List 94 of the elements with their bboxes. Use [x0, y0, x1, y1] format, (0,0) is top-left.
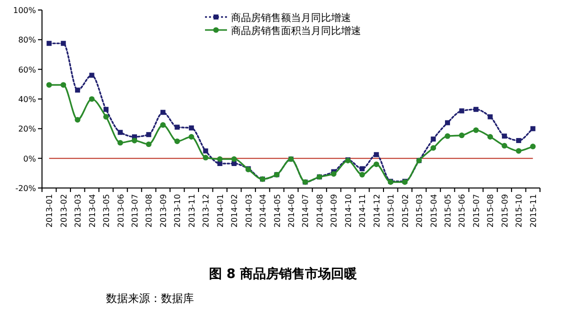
point — [487, 134, 493, 140]
point — [174, 124, 180, 130]
point — [103, 114, 109, 120]
point — [516, 138, 522, 144]
x-tick-label: 2015-09 — [500, 194, 510, 228]
point — [488, 114, 493, 120]
point — [374, 152, 379, 158]
point — [217, 161, 222, 166]
y-tick-label: 100% — [13, 6, 36, 15]
x-tick-label: 2015-06 — [458, 194, 467, 228]
point — [75, 88, 80, 93]
point — [530, 144, 536, 150]
legend-label: 商品房销售面积当月同比增速 — [231, 25, 361, 37]
x-tick-label: 2014-07 — [301, 194, 310, 228]
y-tick-label: 60% — [18, 65, 36, 74]
x-tick-label: 2015-02 — [400, 194, 410, 228]
x-tick-label: 2013-07 — [130, 194, 140, 228]
x-tick-label: 2014-03 — [244, 194, 254, 228]
x-tick-label: 2014-05 — [272, 194, 282, 228]
point — [89, 72, 94, 78]
point — [502, 134, 507, 139]
point — [160, 122, 166, 128]
point — [359, 172, 365, 178]
x-tick-label: 2013-02 — [59, 194, 68, 228]
x-tick-label: 2015-11 — [528, 194, 538, 228]
point — [445, 120, 450, 126]
point — [60, 40, 66, 46]
x-tick-label: 2013-06 — [116, 194, 126, 228]
x-tick-label: 2013-10 — [173, 194, 182, 228]
legend-label: 商品房销售额当月同比增速 — [231, 12, 351, 24]
point — [502, 142, 508, 149]
point — [360, 166, 365, 172]
x-tick-label: 2014-12 — [372, 194, 382, 228]
point — [160, 110, 166, 115]
point — [188, 134, 194, 140]
x-tick-label: 2015-07 — [472, 194, 481, 228]
x-tick-label: 2013-03 — [74, 194, 83, 228]
y-tick-label: 80% — [18, 36, 36, 45]
x-tick-label: 2014-01 — [216, 194, 225, 228]
y-tick-label: 40% — [18, 95, 36, 104]
point — [374, 161, 380, 168]
x-tick-label: 2013-04 — [88, 194, 97, 228]
point — [473, 106, 478, 112]
x-tick-label: 2014-09 — [330, 194, 339, 228]
x-tick-label: 2013-11 — [187, 194, 196, 228]
point — [89, 96, 95, 102]
y-tick-label: -20% — [15, 184, 36, 193]
point — [174, 138, 180, 144]
x-tick-label: 2014-04 — [258, 194, 268, 228]
x-tick-label: 2014-11 — [358, 194, 368, 228]
x-tick-label: 2013-12 — [202, 194, 211, 228]
x-tick-label: 2013-09 — [158, 194, 168, 228]
point — [60, 82, 66, 88]
x-tick-label: 2013-01 — [45, 194, 54, 228]
point — [430, 136, 436, 142]
y-tick-label: 0% — [23, 154, 36, 164]
x-tick-label: 2015-01 — [386, 194, 396, 228]
x-tick-label: 2014-08 — [315, 194, 324, 228]
point — [117, 140, 124, 146]
x-tick-label: 2013-05 — [102, 194, 112, 228]
point — [132, 138, 138, 144]
point — [46, 40, 52, 46]
point — [217, 156, 223, 162]
x-tick-label: 2015-03 — [415, 194, 424, 228]
point — [146, 141, 152, 148]
point — [188, 125, 194, 130]
point — [74, 116, 80, 123]
point — [146, 132, 152, 138]
point — [104, 106, 109, 112]
point — [444, 133, 450, 139]
point — [330, 171, 336, 177]
x-tick-label: 2013-08 — [144, 194, 154, 228]
point — [46, 82, 52, 88]
x-tick-label: 2014-06 — [287, 194, 296, 228]
point — [516, 148, 522, 154]
point — [473, 127, 479, 133]
point — [430, 145, 436, 151]
y-tick-label: 20% — [18, 124, 36, 134]
point — [232, 161, 237, 166]
x-tick-label: 2014-02 — [230, 194, 240, 228]
point — [231, 156, 237, 162]
point — [202, 154, 208, 160]
x-tick-label: 2014-10 — [344, 194, 353, 228]
point — [459, 108, 464, 114]
x-tick-label: 2015-10 — [514, 194, 524, 228]
x-tick-label: 2015-08 — [486, 194, 496, 228]
source-note: 数据来源：数据库 — [106, 292, 194, 305]
point — [118, 130, 123, 135]
text: 图 8 商品房销售市场回暖 — [208, 266, 358, 282]
x-tick-label: 2015-05 — [444, 194, 453, 228]
point — [530, 126, 536, 132]
point — [458, 132, 465, 138]
x-tick-label: 2015-04 — [429, 194, 438, 228]
point — [203, 148, 208, 154]
